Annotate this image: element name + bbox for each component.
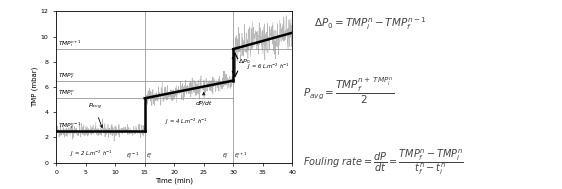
- Text: $t_i^{n+1}$: $t_i^{n+1}$: [234, 150, 248, 161]
- Text: TMP$_f^{n}$: TMP$_f^{n}$: [58, 71, 75, 81]
- Text: $\mathit{Fouling\ rate} = \dfrac{dP}{dt} = \dfrac{TMP_f^n - TMP_i^n}{t_f^n - t_i: $\mathit{Fouling\ rate} = \dfrac{dP}{dt}…: [303, 147, 464, 177]
- Text: $P_{avg}$: $P_{avg}$: [88, 102, 102, 128]
- Text: J = 6 L.m$^{-2}$ h$^{-1}$: J = 6 L.m$^{-2}$ h$^{-1}$: [247, 62, 290, 72]
- Text: J = 4 L.m$^{-2}$ h$^{-1}$: J = 4 L.m$^{-2}$ h$^{-1}$: [165, 117, 207, 127]
- Text: $t_f^{n}$: $t_f^{n}$: [222, 152, 229, 161]
- Text: TMP$_i^{n}$: TMP$_i^{n}$: [58, 89, 75, 98]
- Text: $t_f^{n-1}$: $t_f^{n-1}$: [126, 150, 140, 161]
- Text: $t_i^{n}$: $t_i^{n}$: [146, 152, 153, 161]
- Text: TMP$_i^{n+1}$: TMP$_i^{n+1}$: [58, 38, 82, 49]
- Text: $P_{avg} = \dfrac{TMP_f^{n+\,TMP_i^n}}{2}$: $P_{avg} = \dfrac{TMP_f^{n+\,TMP_i^n}}{2…: [303, 76, 395, 106]
- Y-axis label: TMP (mbar): TMP (mbar): [31, 67, 38, 107]
- Text: $\Delta P_0$: $\Delta P_0$: [238, 57, 251, 66]
- Text: $\Delta P_0 = TMP_i^n - TMP_f^{n-1}$: $\Delta P_0 = TMP_i^n - TMP_f^{n-1}$: [314, 15, 427, 32]
- Text: J = 2 L.m$^{-2}$ h$^{-1}$: J = 2 L.m$^{-2}$ h$^{-1}$: [70, 149, 113, 159]
- Text: dP/dt: dP/dt: [196, 93, 212, 106]
- Text: TMP$_f^{n-1}$: TMP$_f^{n-1}$: [58, 120, 82, 131]
- X-axis label: Time (min): Time (min): [155, 178, 193, 184]
